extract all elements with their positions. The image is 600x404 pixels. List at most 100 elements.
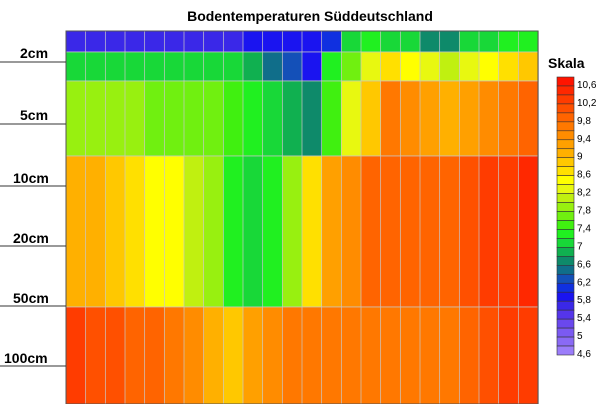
heatmap-cell xyxy=(321,51,343,82)
heatmap-cell xyxy=(419,51,441,82)
heatmap-cell xyxy=(203,80,225,157)
heatmap-cell xyxy=(65,80,87,157)
heatmap-cell xyxy=(183,155,205,308)
heatmap-cell xyxy=(242,51,264,82)
legend-swatch xyxy=(556,211,575,221)
heatmap-cell xyxy=(163,80,185,157)
heatmap-cell xyxy=(262,306,284,404)
heatmap-cell xyxy=(478,306,500,404)
depth-labels: 2cm 5cm 10cm 20cm 50cm 100cm xyxy=(0,45,66,367)
heatmap-cell xyxy=(419,155,441,308)
heatmap-cell xyxy=(104,30,126,53)
chart-title: Bodentemperaturen Süddeutschland xyxy=(187,8,433,24)
heatmap-cell xyxy=(419,306,441,404)
legend-title: Skala xyxy=(548,55,585,71)
heatmap-cell xyxy=(439,306,461,404)
heatmap-cell xyxy=(203,51,225,82)
heatmap-cell xyxy=(360,155,382,308)
heatmap-cell xyxy=(104,80,126,157)
heatmap-cell xyxy=(242,306,264,404)
heatmap-cell xyxy=(124,155,146,308)
legend-swatch xyxy=(556,121,575,132)
depth-label-5cm: 5cm xyxy=(20,107,48,123)
heatmap-cell xyxy=(478,80,500,157)
legend-swatch xyxy=(556,256,575,266)
heatmap-cell xyxy=(380,80,402,157)
depth-label-50cm: 50cm xyxy=(13,290,49,306)
heatmap-cell xyxy=(222,306,244,404)
heatmap-cell xyxy=(399,155,421,308)
heatmap-cell xyxy=(183,80,205,157)
legend-label: 9,8 xyxy=(577,116,591,127)
heatmap-cell xyxy=(301,306,323,404)
legend-label: 8,6 xyxy=(577,170,591,181)
legend-label: 5,4 xyxy=(577,313,591,324)
heatmap-cell xyxy=(321,80,343,157)
legend-label: 4,6 xyxy=(577,349,591,360)
heatmap-cell xyxy=(183,51,205,82)
legend-swatch xyxy=(556,238,575,248)
heatmap-cell xyxy=(65,30,87,53)
heatmap-cell xyxy=(144,51,166,82)
heatmap-cell xyxy=(163,51,185,82)
heatmap-cell xyxy=(360,30,382,53)
legend-swatch xyxy=(556,336,575,347)
legend-swatch xyxy=(556,76,575,87)
legend-swatch xyxy=(556,282,575,293)
heatmap-cell xyxy=(419,30,441,53)
heatmap-cell xyxy=(203,306,225,404)
depth-label-2cm: 2cm xyxy=(20,45,48,61)
heatmap-cell xyxy=(144,306,166,404)
depth-label-10cm: 10cm xyxy=(13,170,49,186)
heatmap-cell xyxy=(144,30,166,53)
legend: 10,6 10,2 9,8 9,4 9 8,6 8,2 7,8 7,4 7 6,6 6,2 5,8 5,4… xyxy=(556,76,597,360)
legend-swatch xyxy=(556,130,575,141)
heatmap-cell xyxy=(281,80,303,157)
heatmap-cell xyxy=(439,51,461,82)
heatmap-cell xyxy=(498,80,520,157)
heatmap-cell xyxy=(203,30,225,53)
legend-swatch xyxy=(556,166,575,176)
heatmap-cell xyxy=(222,51,244,82)
heatmap-cell xyxy=(498,306,520,404)
heatmap-cell xyxy=(478,30,500,53)
heatmap-cell xyxy=(65,306,87,404)
heatmap-cell xyxy=(242,155,264,308)
legend-label: 7,4 xyxy=(577,223,591,234)
legend-swatch xyxy=(556,175,575,185)
heatmap-cell xyxy=(360,51,382,82)
legend-label: 10,6 xyxy=(577,80,597,91)
legend-swatch xyxy=(556,309,575,320)
heatmap-cell xyxy=(301,51,323,82)
heatmap-cell xyxy=(65,155,87,308)
heatmap-cell xyxy=(458,155,480,308)
heatmap-cell xyxy=(380,51,402,82)
heatmap-cell xyxy=(262,30,284,53)
heatmap-cell xyxy=(301,80,323,157)
heatmap-cell xyxy=(163,30,185,53)
heatmap-cell xyxy=(203,155,225,308)
heatmap-cell xyxy=(517,80,539,157)
heatmap-cell xyxy=(104,51,126,82)
heatmap-cell xyxy=(124,51,146,82)
heatmap-cell xyxy=(340,306,362,404)
heatmap-cell xyxy=(360,306,382,404)
heatmap-cell xyxy=(301,30,323,53)
heatmap-cell xyxy=(380,306,402,404)
legend-swatch xyxy=(556,229,575,239)
heatmap-cell xyxy=(321,30,343,53)
heatmap-cell xyxy=(517,30,539,53)
depth-label-20cm: 20cm xyxy=(13,230,49,246)
heatmap-cell xyxy=(340,155,362,308)
legend-swatch xyxy=(556,247,575,257)
heatmap-cell xyxy=(478,51,500,82)
heatmap-cell xyxy=(104,155,126,308)
heatmap-cell xyxy=(321,306,343,404)
heatmap-cell xyxy=(242,80,264,157)
legend-label: 7 xyxy=(577,241,583,252)
legend-label: 5,8 xyxy=(577,295,591,306)
heatmap-cell xyxy=(439,30,461,53)
heatmap-cell xyxy=(517,155,539,308)
legend-swatch xyxy=(556,327,575,338)
